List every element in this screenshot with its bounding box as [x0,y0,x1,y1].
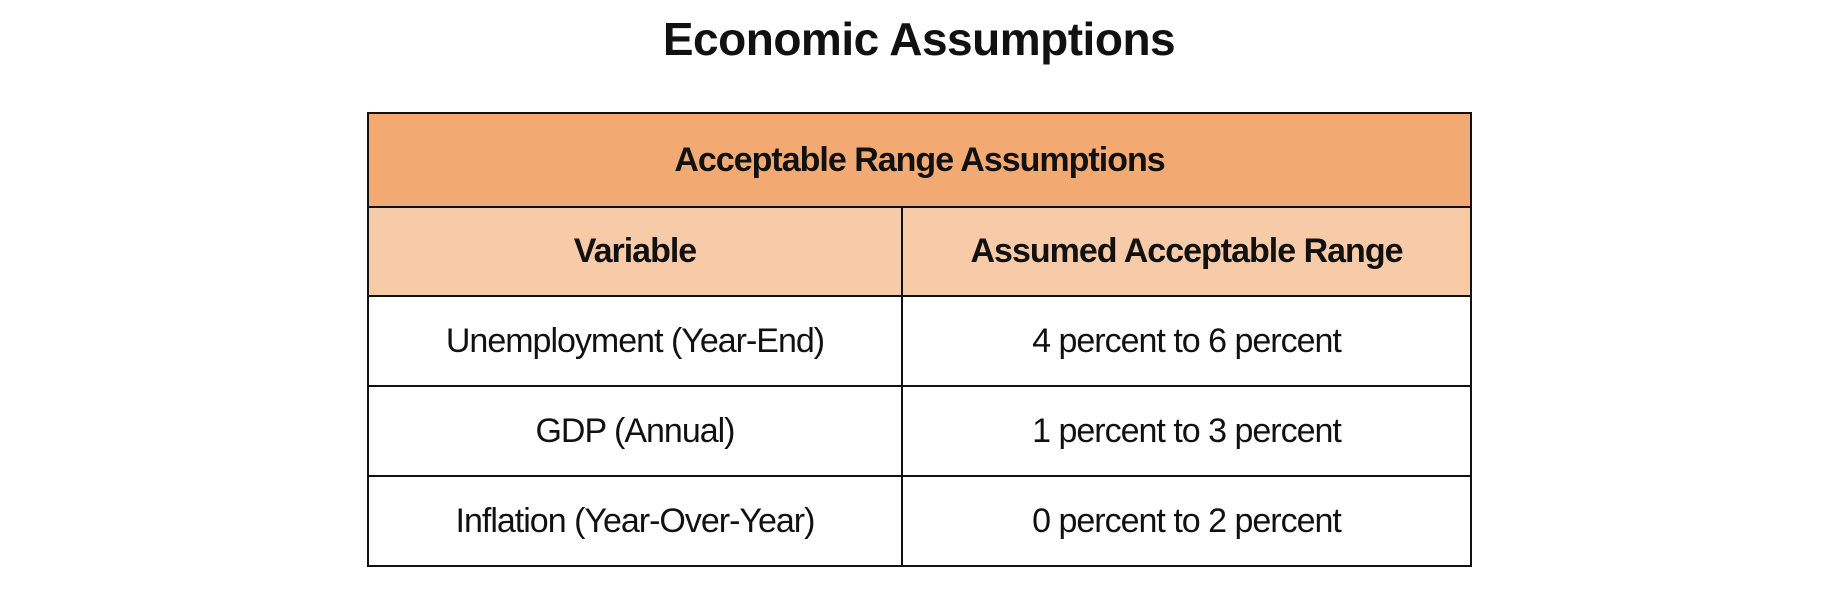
column-header: Variable [367,206,903,297]
table-body: Unemployment (Year-End) 4 percent to 6 pe… [367,295,1472,567]
table-cell: Inflation (Year-Over-Year) [367,475,903,567]
assumptions-table: Acceptable Range Assumptions Variable As… [367,112,1472,567]
table-row: GDP (Annual) 1 percent to 3 percent [367,385,1472,477]
table-cell: 4 percent to 6 percent [901,295,1472,387]
column-header: Assumed Acceptable Range [901,206,1472,297]
caption-row: Acceptable Range Assumptions [367,112,1472,208]
table-cell: 0 percent to 2 percent [901,475,1472,567]
table-cell: GDP (Annual) [367,385,903,477]
table-cell: 1 percent to 3 percent [901,385,1472,477]
table-row: Unemployment (Year-End) 4 percent to 6 pe… [367,295,1472,387]
table-cell: Unemployment (Year-End) [367,295,903,387]
table-row: Inflation (Year-Over-Year) 0 percent to 2… [367,475,1472,567]
header-row: Variable Assumed Acceptable Range [367,206,1472,297]
table-caption: Acceptable Range Assumptions [367,112,1472,208]
title: Economic Assumptions [662,13,1176,65]
